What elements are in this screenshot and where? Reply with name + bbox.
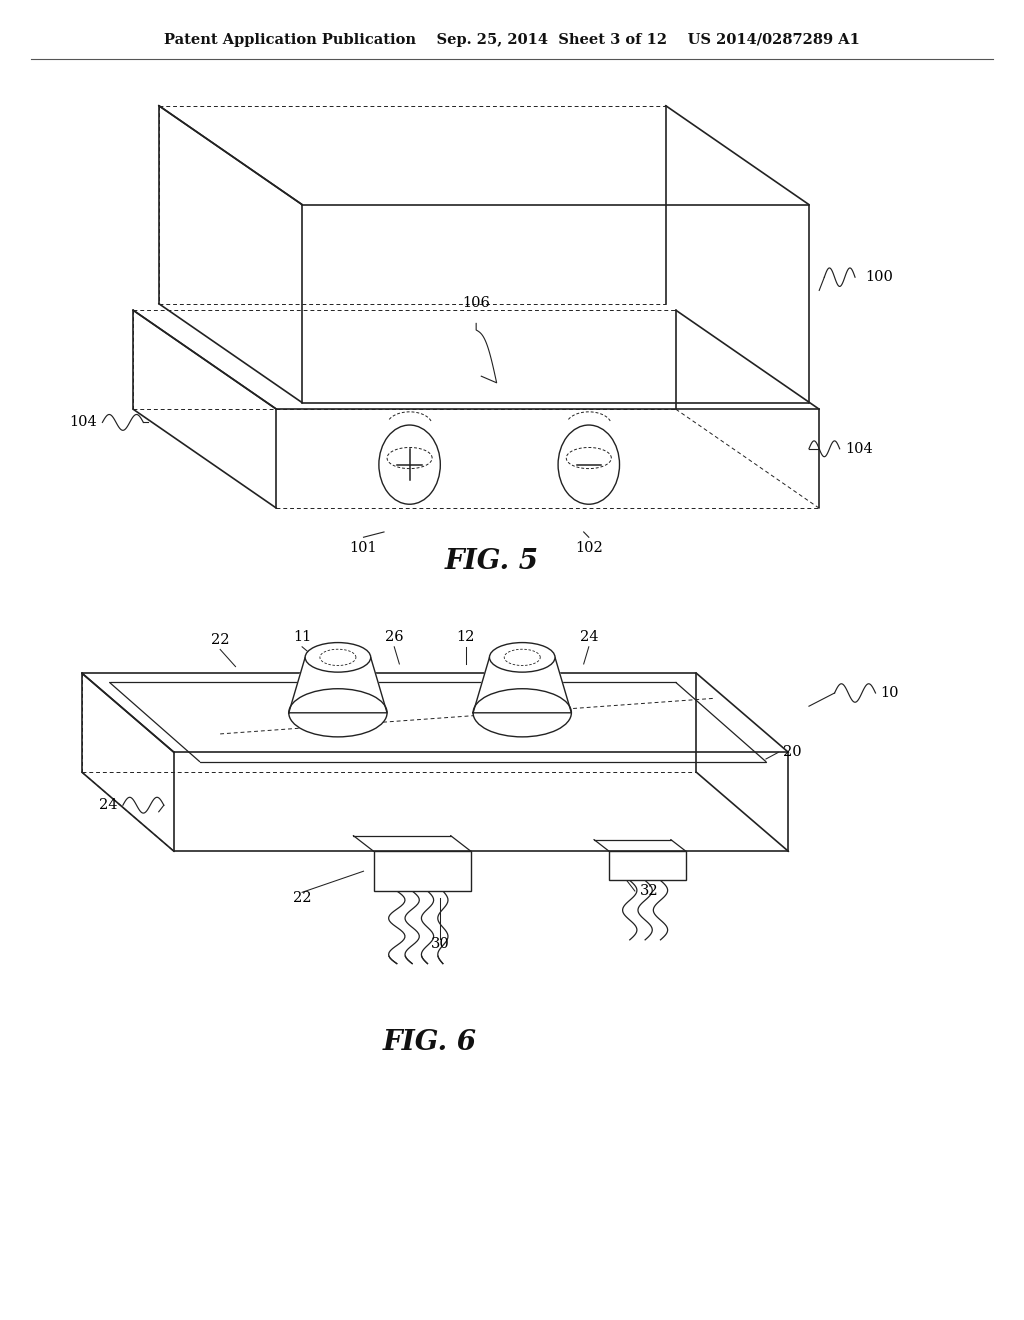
Ellipse shape	[473, 689, 571, 737]
Text: 10: 10	[881, 686, 899, 700]
Text: FIG. 6: FIG. 6	[383, 1030, 477, 1056]
Text: 22: 22	[211, 632, 229, 647]
Text: 102: 102	[574, 541, 603, 556]
Polygon shape	[289, 657, 387, 713]
Text: 22: 22	[293, 891, 311, 906]
Text: 32: 32	[640, 884, 658, 898]
Polygon shape	[473, 657, 571, 713]
Ellipse shape	[305, 643, 371, 672]
Text: 26: 26	[385, 630, 403, 644]
Text: 20: 20	[783, 746, 802, 759]
Text: 104: 104	[845, 442, 872, 455]
Ellipse shape	[489, 643, 555, 672]
Text: FIG. 5: FIG. 5	[444, 548, 539, 574]
Text: 24: 24	[580, 630, 598, 644]
Text: 100: 100	[865, 271, 893, 284]
Text: 101: 101	[350, 541, 377, 556]
Text: Patent Application Publication    Sep. 25, 2014  Sheet 3 of 12    US 2014/028728: Patent Application Publication Sep. 25, …	[164, 33, 860, 48]
Ellipse shape	[289, 689, 387, 737]
Text: 106: 106	[462, 296, 490, 310]
Bar	[609, 851, 686, 880]
Text: 12: 12	[457, 630, 475, 644]
Text: 24: 24	[99, 799, 118, 812]
Text: 11: 11	[293, 630, 311, 644]
Text: 104: 104	[70, 416, 97, 429]
Text: 30: 30	[431, 937, 450, 952]
Bar	[374, 851, 471, 891]
